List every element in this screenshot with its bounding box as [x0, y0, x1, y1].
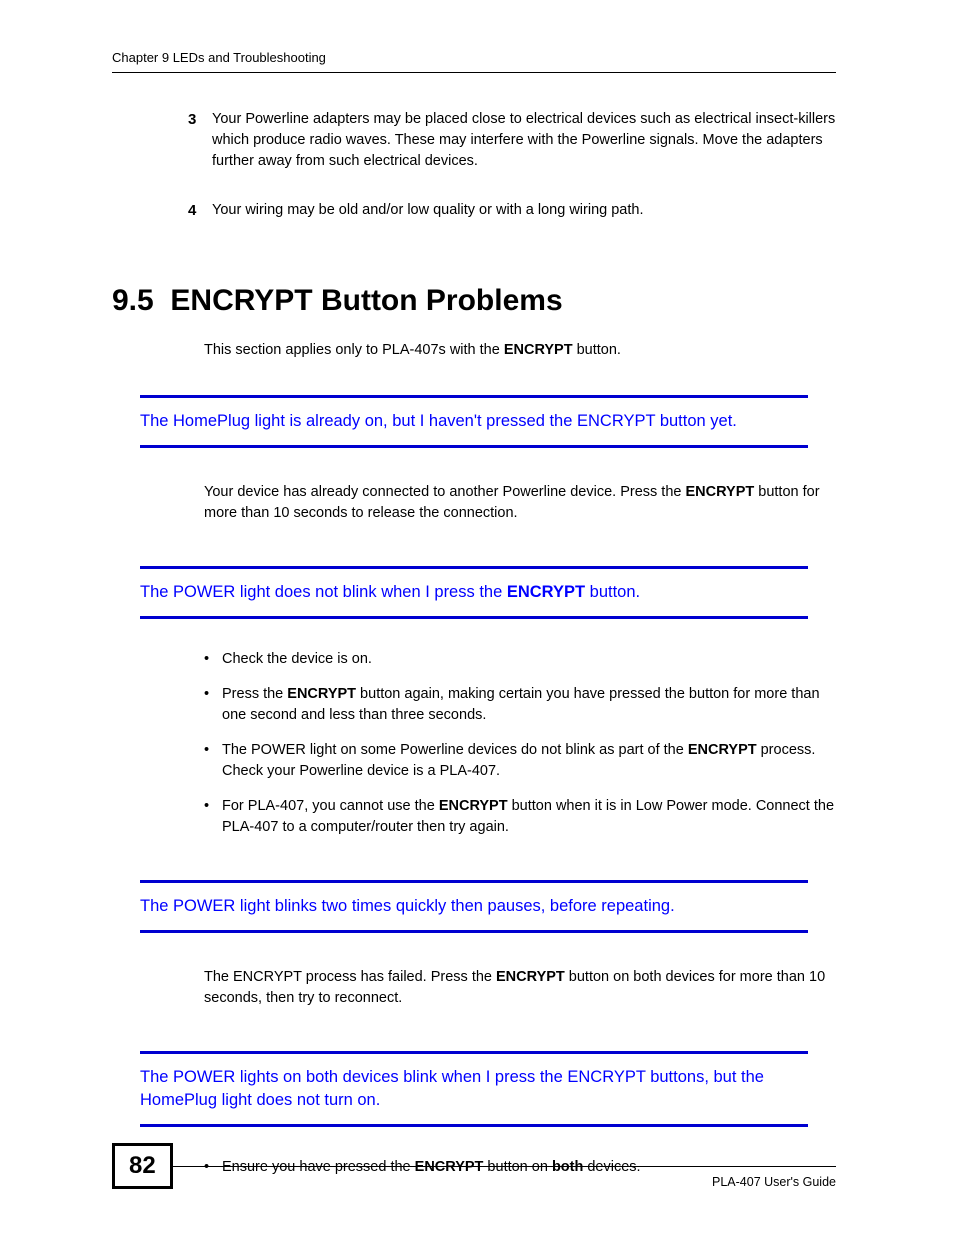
- section-heading: 9.5 ENCRYPT Button Problems: [112, 284, 836, 318]
- topic-heading-text: button.: [585, 583, 640, 601]
- list-item: Check the device is on.: [204, 649, 836, 670]
- topic-heading-blink-twice: The POWER light blinks two times quickly…: [140, 880, 808, 933]
- topic-body: The ENCRYPT process has failed. Press th…: [204, 967, 836, 1009]
- li-text: Press the: [222, 686, 287, 702]
- page-number: 82: [112, 1143, 173, 1189]
- numbered-item-3: 3 Your Powerline adapters may be placed …: [188, 109, 836, 172]
- topic-bullet-list: Check the device is on. Press the ENCRYP…: [204, 649, 836, 838]
- body-text: The ENCRYPT process has failed. Press th…: [204, 969, 496, 985]
- list-item: Press the ENCRYPT button again, making c…: [204, 684, 836, 726]
- list-item: For PLA-407, you cannot use the ENCRYPT …: [204, 796, 836, 838]
- list-text: Your Powerline adapters may be placed cl…: [212, 109, 836, 172]
- list-number: 3: [188, 109, 212, 172]
- intro-text: This section applies only to PLA-407s wi…: [204, 342, 504, 358]
- body-text: Your device has already connected to ano…: [204, 484, 685, 500]
- section-intro: This section applies only to PLA-407s wi…: [204, 340, 836, 361]
- section-title-text: ENCRYPT Button Problems: [170, 284, 562, 317]
- topic-heading-bold: ENCRYPT: [507, 583, 585, 601]
- page-footer: 82 PLA-407 User's Guide: [112, 1166, 836, 1189]
- topic-heading-text: The POWER lights on both devices blink w…: [140, 1068, 764, 1109]
- page-header: Chapter 9 LEDs and Troubleshooting: [112, 50, 836, 73]
- intro-bold: ENCRYPT: [504, 342, 573, 358]
- li-bold: ENCRYPT: [439, 798, 508, 814]
- numbered-item-4: 4 Your wiring may be old and/or low qual…: [188, 200, 836, 222]
- chapter-label: Chapter 9 LEDs and Troubleshooting: [112, 50, 326, 65]
- topic-heading-homeplug-already-on: The HomePlug light is already on, but I …: [140, 395, 808, 448]
- list-number: 4: [188, 200, 212, 222]
- intro-text-post: button.: [573, 342, 621, 358]
- list-item: The POWER light on some Powerline device…: [204, 740, 836, 782]
- body-bold: ENCRYPT: [496, 969, 565, 985]
- li-text: For PLA-407, you cannot use the: [222, 798, 439, 814]
- topic-body: Your device has already connected to ano…: [204, 482, 836, 524]
- topic-heading-both-blink-homeplug-off: The POWER lights on both devices blink w…: [140, 1051, 808, 1127]
- li-text: The POWER light on some Powerline device…: [222, 742, 688, 758]
- topic-heading-text: The POWER light does not blink when I pr…: [140, 583, 507, 601]
- body-bold: ENCRYPT: [685, 484, 754, 500]
- li-bold: ENCRYPT: [287, 686, 356, 702]
- topic-heading-text: The HomePlug light is already on, but I …: [140, 412, 737, 430]
- footer-guide-label: PLA-407 User's Guide: [712, 1175, 836, 1189]
- topic-heading-text: The POWER light blinks two times quickly…: [140, 897, 675, 915]
- list-text: Your wiring may be old and/or low qualit…: [212, 200, 836, 222]
- section-number: 9.5: [112, 284, 154, 317]
- li-bold: ENCRYPT: [688, 742, 757, 758]
- topic-heading-power-no-blink: The POWER light does not blink when I pr…: [140, 566, 808, 619]
- li-text: Check the device is on.: [222, 651, 372, 667]
